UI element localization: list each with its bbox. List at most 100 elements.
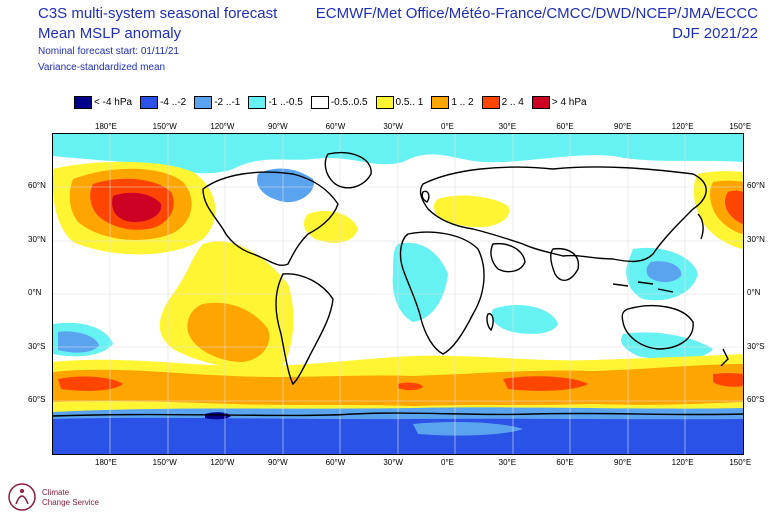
legend-label: 1 .. 2 xyxy=(451,96,474,108)
legend-item: 2 .. 4 xyxy=(481,95,524,109)
legend-item: -2 ..-1 xyxy=(194,95,241,109)
lon-tick-label: 180°E xyxy=(95,458,117,467)
legend-swatch xyxy=(310,95,329,109)
logo-line-2: Change Service xyxy=(42,498,99,507)
australia-south-negative xyxy=(621,332,713,360)
lat-tick-label: 60°S xyxy=(747,395,765,404)
lon-tick-label: 150°W xyxy=(152,458,177,467)
north-atlantic-positive xyxy=(303,210,358,243)
logo-line-1: Climate xyxy=(42,488,70,497)
africa-outline xyxy=(399,231,485,355)
map-svg xyxy=(53,134,743,454)
forecast-start: Nominal forecast start: 01/11/21 xyxy=(38,46,179,57)
pacific-high-dark xyxy=(112,192,162,222)
lon-tick-label: 60°E xyxy=(556,122,574,131)
legend-label: 0.5.. 1 xyxy=(395,96,424,108)
legend-item: < -4 hPa xyxy=(74,95,133,109)
legend-swatch xyxy=(375,95,394,109)
legend-swatch xyxy=(248,95,267,109)
lon-tick-label: 0°E xyxy=(441,458,454,467)
arabia-outline xyxy=(490,242,526,273)
legend-label: -2 ..-1 xyxy=(214,96,241,108)
lon-tick-label: 90°E xyxy=(614,458,632,467)
lon-tick-label: 30°E xyxy=(498,122,517,131)
madagascar-outline xyxy=(486,313,494,332)
eurasia-outline xyxy=(419,166,707,263)
north-america-outline xyxy=(202,171,339,266)
lon-tick-label: 180°E xyxy=(95,122,117,131)
antarctic-min xyxy=(205,412,231,420)
legend-label: -1 ..-0.5 xyxy=(268,96,303,108)
indian-ocean-negative xyxy=(491,304,558,334)
legend-swatch xyxy=(74,95,92,109)
legend-swatch xyxy=(481,95,500,109)
graticule xyxy=(53,134,743,454)
legend-item: -1 ..-0.5 xyxy=(248,95,303,109)
legend-swatch xyxy=(431,95,450,109)
lon-tick-label: 120°W xyxy=(210,458,235,467)
africa-negative xyxy=(392,242,448,322)
antarctica-outline xyxy=(53,412,743,417)
map-title: C3S multi-system seasonal forecast xyxy=(38,5,278,22)
anomaly-map xyxy=(52,133,744,455)
uk-outline xyxy=(421,190,430,203)
southern-red-4 xyxy=(398,382,423,391)
lat-tick-label: 30°S xyxy=(28,341,46,351)
lon-tick-label: 30°W xyxy=(383,458,403,467)
season-label: DJF 2021/22 xyxy=(672,25,758,42)
lon-tick-label: 120°W xyxy=(210,122,235,131)
legend-swatch xyxy=(194,95,213,109)
coastlines xyxy=(53,152,743,417)
legend-item: -4 ..-2 xyxy=(140,95,187,109)
legend-label: -4 ..-2 xyxy=(160,96,187,108)
japan-outline xyxy=(697,213,704,240)
lat-tick-label: 60°N xyxy=(28,181,46,190)
method-note: Variance-standardized mean xyxy=(38,62,166,73)
lon-tick-label: 150°W xyxy=(152,122,177,131)
lat-tick-label: 0°N xyxy=(28,288,42,297)
greenland-outline xyxy=(324,152,372,189)
south-america-outline xyxy=(275,273,334,386)
lon-tick-label: 90°W xyxy=(268,122,288,131)
europe-positive xyxy=(433,195,510,228)
philippine-sea-low xyxy=(646,261,682,283)
legend-swatch xyxy=(531,95,550,109)
west-pacific-red xyxy=(724,190,743,224)
southern-red-3 xyxy=(713,373,743,387)
greenland-low xyxy=(257,168,314,203)
legend-swatch xyxy=(140,95,159,109)
lat-tick-label: 60°N xyxy=(747,181,765,190)
climate-service-logo xyxy=(8,483,36,511)
legend-label: < -4 hPa xyxy=(94,96,133,108)
new-zealand-outline xyxy=(720,348,729,367)
maritime-continent xyxy=(612,281,674,293)
lat-tick-label: 60°S xyxy=(28,395,46,404)
lon-tick-label: 120°E xyxy=(671,458,694,467)
legend-label: -0.5..0.5 xyxy=(330,96,368,108)
lon-tick-label: 60°E xyxy=(556,458,574,467)
lon-tick-label: 90°E xyxy=(614,122,632,131)
legend-item: > 4 hPa xyxy=(531,95,587,109)
southern-red-1 xyxy=(58,376,123,391)
legend-item: -0.5..0.5 xyxy=(310,95,368,109)
lon-tick-label: 120°E xyxy=(671,122,694,131)
south-pacific-low-blue xyxy=(58,331,99,353)
lat-tick-label: 30°N xyxy=(747,234,765,244)
lon-tick-label: 60°W xyxy=(325,458,346,467)
lon-tick-label: 150°E xyxy=(729,122,752,131)
legend-label: > 4 hPa xyxy=(551,96,587,108)
southern-red-2 xyxy=(503,376,588,391)
lon-tick-label: 90°W xyxy=(268,458,288,467)
lat-tick-label: 0°N xyxy=(747,288,761,297)
lon-tick-label: 30°W xyxy=(383,122,403,131)
india-outline xyxy=(550,247,580,281)
lat-tick-label: 30°N xyxy=(28,234,46,244)
color-legend: < -4 hPa -4 ..-2 -2 ..-1 -1 ..-0.5 -0.5..0.5… xyxy=(74,95,595,109)
antarctic-patch xyxy=(413,421,523,436)
australia-outline xyxy=(621,305,694,350)
legend-item: 1 .. 2 xyxy=(431,95,474,109)
forecast-centres: ECMWF/Met Office/Météo-France/CMCC/DWD/N… xyxy=(315,5,758,22)
legend-item: 0.5.. 1 xyxy=(375,95,424,109)
lat-tick-label: 30°S xyxy=(747,341,765,351)
map-variable: Mean MSLP anomaly xyxy=(38,25,182,42)
